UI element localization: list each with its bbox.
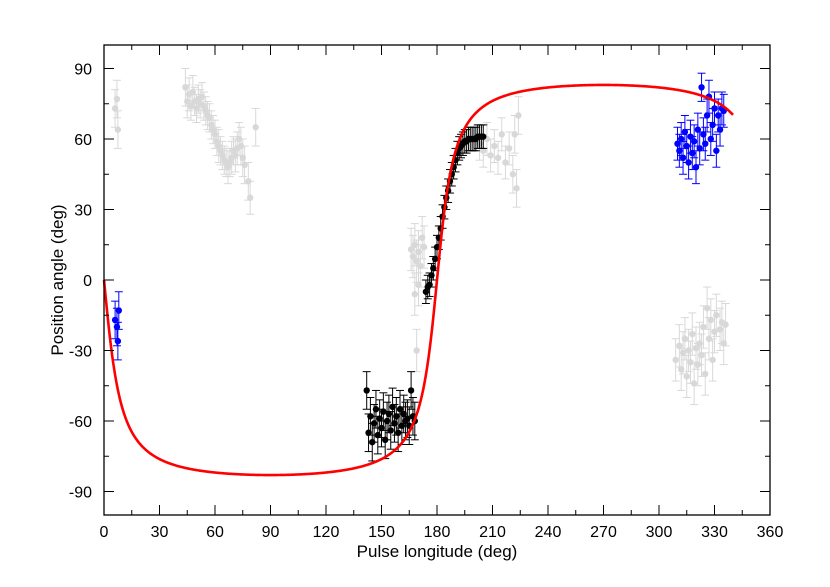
x-axis-title: Pulse longitude (deg) [357, 542, 518, 561]
data-point [501, 145, 510, 180]
data-point [386, 411, 395, 450]
data-point [514, 96, 523, 135]
data-point [695, 131, 704, 166]
data-point [490, 129, 499, 163]
data-point [420, 225, 429, 269]
data-point [690, 361, 699, 406]
x-tick-label: 0 [100, 524, 109, 541]
data-point [114, 291, 123, 330]
data-point [113, 321, 122, 361]
data-point [706, 298, 715, 342]
x-tick-label: 180 [424, 524, 451, 541]
data-point [412, 328, 421, 373]
y-tick-label: 30 [74, 203, 92, 220]
data-point [364, 413, 373, 453]
x-tick-label: 210 [479, 524, 506, 541]
data-point [710, 91, 719, 126]
data-point [716, 112, 725, 147]
rvm-fit-curve [102, 83, 734, 477]
y-tick-label: -60 [69, 414, 92, 431]
data-point [508, 154, 517, 194]
data-point [712, 293, 721, 337]
data-point [407, 227, 416, 272]
data-point [673, 126, 682, 161]
data-point [701, 352, 710, 396]
data-point [679, 140, 688, 175]
y-tick-label: 90 [74, 62, 92, 79]
data-point [414, 263, 423, 307]
data-point [384, 394, 393, 434]
data-point [677, 122, 686, 156]
data-point [703, 286, 712, 330]
data-point [697, 333, 706, 377]
data-point [671, 338, 680, 382]
data-point [497, 117, 506, 152]
data-point [682, 354, 691, 398]
data-point [379, 392, 388, 431]
data-point [479, 124, 488, 149]
data-point [214, 129, 223, 163]
data-point [701, 126, 710, 161]
y-tick-label: 0 [83, 273, 92, 290]
x-tick-label: 360 [757, 524, 784, 541]
x-tick-label: 240 [535, 524, 562, 541]
x-tick-label: 120 [313, 524, 340, 541]
data-point [505, 131, 514, 166]
data-point [690, 124, 699, 159]
data-point [362, 371, 371, 410]
data-points [111, 68, 730, 462]
x-tick-label: 270 [590, 524, 617, 541]
data-point [112, 79, 121, 119]
data-point [486, 138, 495, 173]
data-point [375, 399, 384, 438]
y-tick-label: -30 [69, 344, 92, 361]
data-point [407, 371, 416, 410]
data-point [684, 145, 693, 180]
y-tick-label: 60 [74, 132, 92, 149]
axis-ticks: 0 30 60 90 120 150 180 210 240 270 300 330 360-90-60… [69, 45, 784, 541]
x-tick-label: 300 [646, 524, 673, 541]
data-point [680, 317, 689, 361]
data-point [512, 169, 521, 208]
data-point [113, 110, 122, 149]
data-point [494, 140, 503, 175]
data-point [371, 389, 380, 429]
x-tick-label: 30 [151, 524, 169, 541]
data-point [721, 303, 730, 347]
data-point [688, 312, 697, 356]
data-point [240, 145, 249, 185]
data-point [712, 133, 721, 168]
fit-curve-layer [102, 83, 734, 477]
data-point [410, 272, 419, 316]
y-tick-label: -90 [69, 485, 92, 502]
x-tick-label: 150 [368, 524, 395, 541]
x-tick-label: 330 [701, 524, 728, 541]
data-point [246, 180, 255, 215]
data-point [697, 72, 706, 102]
y-axis-title: Position angle (deg) [48, 204, 67, 355]
x-tick-label: 60 [206, 524, 224, 541]
data-point [251, 107, 260, 147]
x-tick-label: 90 [262, 524, 280, 541]
data-point [366, 397, 375, 436]
data-point [405, 406, 414, 445]
data-point [708, 338, 717, 382]
